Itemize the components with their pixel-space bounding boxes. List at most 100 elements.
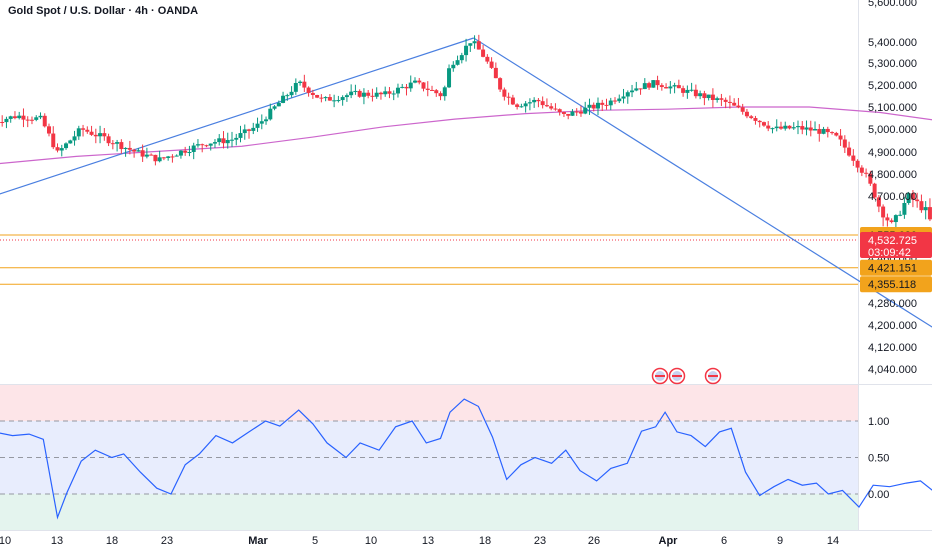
candle-body (485, 56, 490, 62)
osc-tick-label: 0.00 (868, 489, 889, 501)
candle-body (25, 119, 30, 121)
candle-body (698, 93, 703, 97)
flag-stripe (655, 375, 665, 377)
candle-body (723, 99, 728, 102)
time-tick-label: 9 (777, 535, 783, 547)
candle-body (127, 147, 132, 150)
us-event-flag-icon[interactable] (668, 367, 686, 385)
candle-body (557, 109, 562, 113)
candle-body (310, 92, 315, 96)
candle-body (774, 126, 779, 129)
price-tick-label: 5,100.000 (868, 102, 917, 114)
candle-body (387, 91, 392, 94)
price-axis[interactable]: 5,600.000 5,400.000 5,300.000 5,200.000 5,10… (868, 0, 917, 501)
candle-body (804, 127, 809, 130)
candle-body (302, 81, 307, 88)
candle-body (276, 102, 281, 107)
time-tick-label: Apr (659, 535, 679, 547)
candle-body (766, 125, 771, 129)
candle-body (493, 67, 498, 79)
candle-body (29, 119, 34, 121)
candle-body (608, 100, 613, 106)
candle-body (38, 115, 43, 118)
flag-stripe (708, 375, 718, 377)
candle-body (421, 82, 426, 89)
candle-body (47, 126, 52, 134)
chart-title: Gold Spot / U.S. Dollar · 4h · OANDA (8, 5, 199, 17)
price-tick-label: 4,120.000 (868, 342, 917, 354)
candle-body (685, 89, 690, 93)
candle-body (876, 197, 881, 207)
price-tick-label: 4,200.000 (868, 320, 917, 332)
time-tick-label: 18 (479, 535, 491, 547)
candle-body (55, 147, 60, 151)
candle-body (808, 127, 813, 131)
candle-body (613, 100, 618, 102)
candle-body (370, 95, 375, 97)
candle-body (647, 83, 652, 88)
economic-events[interactable] (651, 367, 722, 385)
candle-body (438, 93, 443, 97)
candle-body (668, 86, 673, 89)
candle-body (64, 143, 69, 149)
candle-body (536, 99, 541, 102)
candle-body (761, 122, 766, 126)
candle-body (851, 155, 856, 161)
osc-line (0, 398, 932, 520)
candle-body (178, 150, 183, 156)
candle-body (868, 173, 873, 184)
price-tick-label: 4,280.000 (868, 298, 917, 310)
candle-body (349, 91, 354, 96)
candle-body (76, 128, 81, 137)
time-tick-label: 23 (161, 535, 173, 547)
level-price-tag (860, 259, 932, 276)
candle-body (12, 116, 17, 119)
candle-body (770, 128, 775, 130)
us-event-flag-icon[interactable] (651, 367, 669, 385)
candle-body (140, 150, 145, 157)
candle-body (732, 102, 737, 106)
candle-body (268, 108, 273, 120)
oversold-zone (0, 494, 858, 530)
candle-body (570, 111, 575, 116)
candle-body (119, 142, 124, 150)
time-tick-label: 26 (588, 535, 600, 547)
overbought-zone (0, 385, 858, 421)
candle-body (915, 199, 920, 202)
candle-body (749, 116, 754, 119)
candle-body (740, 107, 745, 112)
candle-body (910, 193, 915, 200)
candle-body (183, 150, 188, 153)
candle-body (902, 202, 907, 215)
time-axis[interactable]: 10 13 18 23 Mar 5 10 13 18 23 26 Apr 6 9 14 (0, 535, 839, 547)
candle-body (625, 92, 630, 97)
candle-body (123, 147, 128, 150)
candle-body (378, 92, 383, 95)
candle-body (166, 156, 171, 158)
candle-body (464, 45, 469, 56)
moving-average (0, 106, 932, 165)
candle-body (447, 68, 452, 88)
candle-body (817, 128, 822, 134)
candle-body (540, 101, 545, 106)
us-event-flag-icon[interactable] (704, 367, 722, 385)
time-tick-label: 23 (534, 535, 546, 547)
candle-body (391, 93, 396, 95)
candle-body (906, 193, 911, 203)
candle-body (532, 99, 537, 103)
candle-body (838, 135, 843, 140)
candle-body (306, 87, 311, 93)
candle-body (102, 133, 107, 137)
candle-body (655, 80, 660, 86)
candle-body (85, 129, 90, 132)
candle-body (842, 139, 847, 148)
candle-body (553, 108, 558, 110)
candle-body (149, 154, 154, 156)
candle-body (651, 80, 656, 88)
candle-body (574, 111, 579, 113)
horizontal-levels (0, 234, 858, 285)
candle-body (736, 105, 741, 108)
candle-body (200, 144, 205, 146)
candle-body (383, 91, 388, 95)
